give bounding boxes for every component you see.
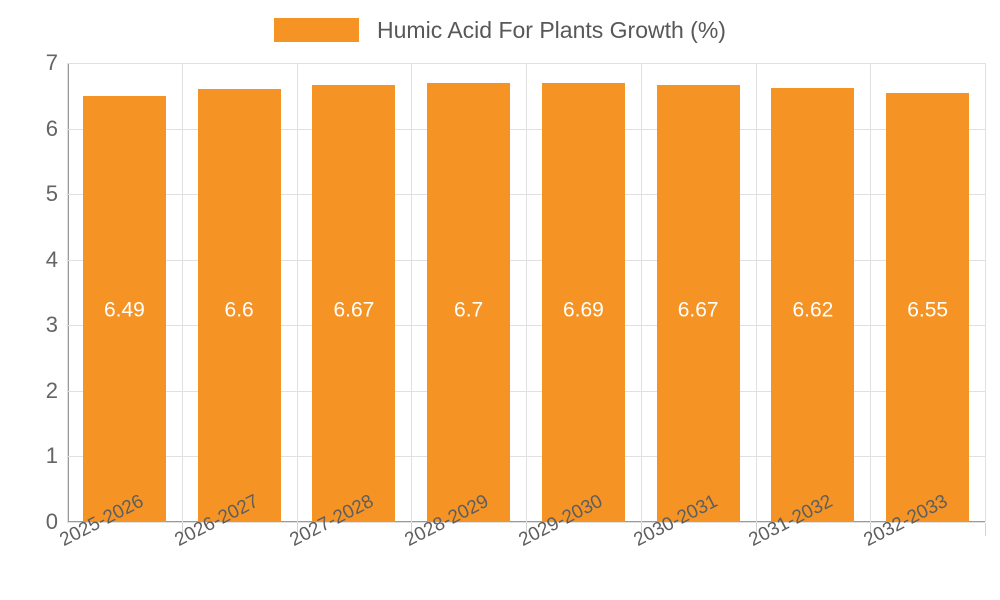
bar-value-label: 6.55 — [907, 298, 949, 322]
y-axis-tick-label: 3 — [45, 312, 58, 338]
x-axis-tick-mark — [641, 523, 642, 536]
x-axis-tick-mark — [756, 523, 757, 536]
gridline-vertical — [411, 63, 412, 522]
y-axis-tick-label: 6 — [45, 115, 58, 141]
y-axis-tick-label: 1 — [45, 443, 58, 469]
bar-value-label: 6.67 — [677, 298, 719, 322]
gridline-vertical — [641, 63, 642, 522]
bar-value-label: 6.69 — [562, 298, 604, 322]
y-axis-tick-label: 0 — [45, 509, 58, 534]
legend-swatch-icon — [274, 18, 360, 42]
bar[interactable] — [312, 84, 396, 522]
bar[interactable] — [886, 92, 970, 522]
bar-value-label: 6.6 — [224, 298, 254, 322]
bar[interactable] — [82, 96, 166, 522]
gridline-vertical — [756, 63, 757, 522]
x-axis-tick-mark — [182, 523, 183, 536]
legend-item-humic-acid[interactable]: Humic Acid For Plants Growth (%) — [274, 18, 726, 42]
gridline-vertical — [526, 63, 527, 522]
y-axis-tick-label: 5 — [45, 181, 58, 207]
gridline-horizontal — [67, 522, 985, 523]
gridline-vertical — [182, 63, 183, 522]
gridline-vertical — [985, 63, 986, 522]
bar-value-label: 6.7 — [454, 298, 484, 322]
bar-value-label: 6.67 — [333, 298, 375, 322]
bar[interactable] — [541, 83, 625, 522]
y-axis-tick-labels: 0 1 2 3 4 5 6 7 — [0, 0, 58, 600]
y-axis-tick-label: 2 — [45, 377, 58, 403]
bar[interactable] — [656, 84, 740, 522]
bar[interactable] — [427, 82, 511, 522]
bar[interactable] — [197, 89, 281, 522]
gridline-vertical — [67, 63, 68, 522]
x-axis-tick-mark — [985, 523, 986, 536]
bar-value-label: 6.49 — [103, 298, 145, 322]
plot-area: 6.49 6.6 6.67 6.7 6.69 6.67 6.62 6.55 — [67, 63, 986, 523]
legend-label: Humic Acid For Plants Growth (%) — [377, 17, 726, 43]
y-axis-line — [67, 63, 69, 523]
gridline-vertical — [870, 63, 871, 522]
y-axis-tick-label: 4 — [45, 246, 58, 272]
chart-legend: Humic Acid For Plants Growth (%) — [0, 10, 1000, 50]
x-axis-tick-mark — [870, 523, 871, 536]
x-axis-tick-mark — [411, 523, 412, 536]
bar[interactable] — [771, 87, 855, 522]
y-axis-tick-label: 7 — [45, 50, 58, 75]
bar-value-label: 6.62 — [792, 298, 834, 322]
x-axis-tick-mark — [297, 523, 298, 536]
gridline-vertical — [297, 63, 298, 522]
x-axis-tick-mark — [526, 523, 527, 536]
